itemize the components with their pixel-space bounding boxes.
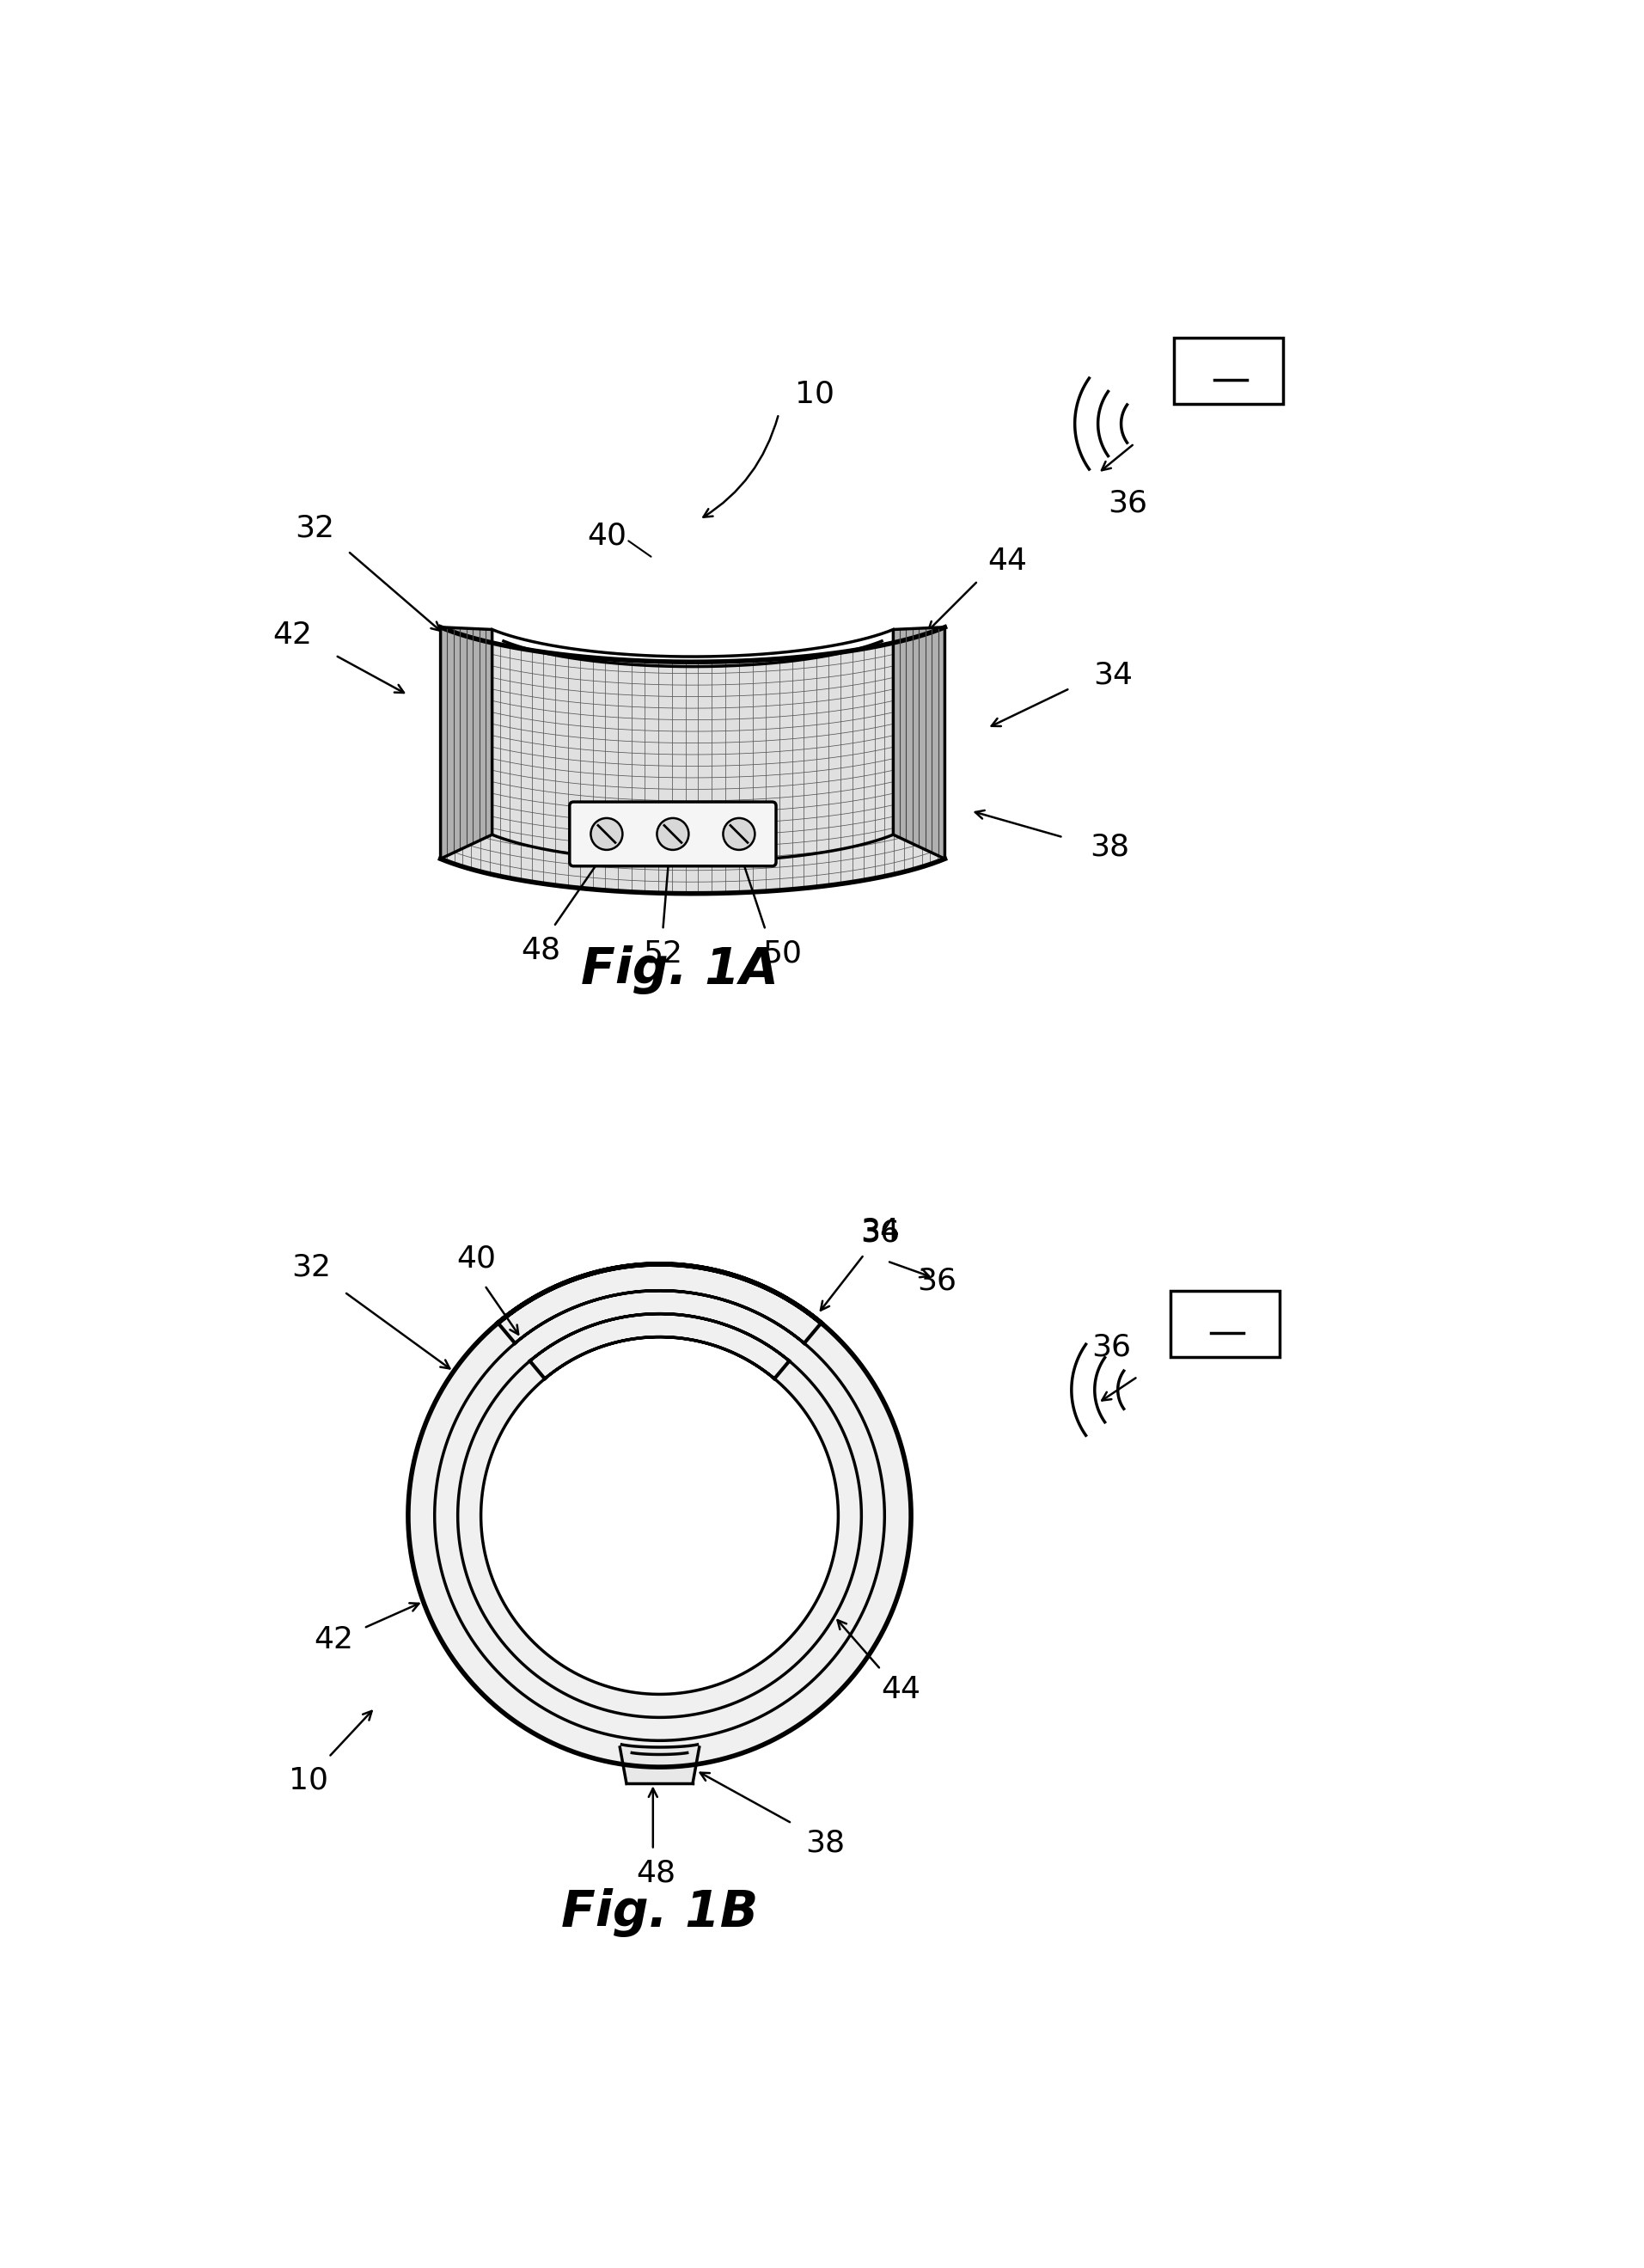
Text: 10: 10 (289, 1767, 329, 1794)
Polygon shape (441, 628, 945, 894)
Text: 36: 36 (1092, 1331, 1131, 1361)
Text: 40: 40 (457, 1245, 496, 1275)
Text: Fig. 1A: Fig. 1A (580, 946, 778, 993)
Bar (1174, 338, 1284, 404)
Text: 34: 34 (861, 1218, 901, 1245)
Text: 38: 38 (806, 1828, 845, 1857)
FancyBboxPatch shape (569, 803, 776, 866)
Text: 52: 52 (643, 939, 682, 968)
Text: 34: 34 (1093, 660, 1133, 689)
Circle shape (723, 819, 755, 850)
Text: 48: 48 (521, 934, 561, 964)
Polygon shape (893, 628, 945, 860)
Text: 44: 44 (988, 547, 1028, 576)
Text: 32: 32 (294, 513, 335, 542)
Text: 38: 38 (1090, 832, 1129, 862)
Text: 46: 46 (1202, 1302, 1248, 1338)
Text: 46: 46 (1207, 349, 1251, 386)
Text: 48: 48 (636, 1857, 676, 1887)
Text: 40: 40 (587, 522, 626, 551)
Text: 50: 50 (763, 939, 802, 968)
Text: 10: 10 (796, 379, 835, 408)
Text: 42: 42 (273, 621, 312, 651)
Text: 32: 32 (291, 1252, 330, 1281)
Bar (1171, 1290, 1281, 1356)
Text: 36: 36 (861, 1218, 901, 1247)
Text: 36: 36 (917, 1266, 957, 1295)
Circle shape (658, 819, 689, 850)
Text: 42: 42 (314, 1626, 353, 1656)
Polygon shape (408, 1263, 911, 1767)
Polygon shape (441, 628, 492, 860)
Polygon shape (620, 1746, 699, 1783)
Text: 36: 36 (1108, 488, 1148, 517)
Circle shape (590, 819, 623, 850)
Text: 44: 44 (881, 1674, 921, 1703)
Text: Fig. 1B: Fig. 1B (561, 1889, 758, 1937)
